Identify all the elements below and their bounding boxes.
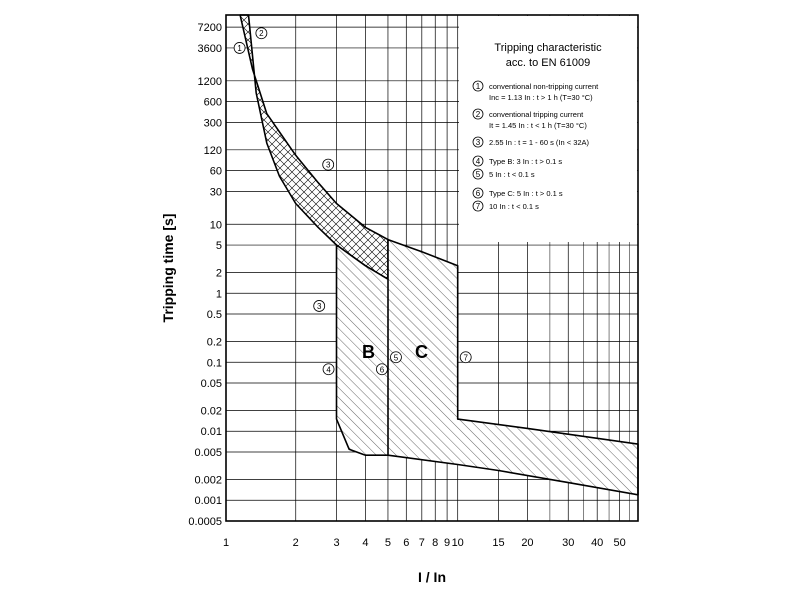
legend-entry-text: Type C: 5 In : t > 0.1 s — [489, 189, 563, 198]
legend-marker — [472, 187, 484, 199]
chart-subtitle: acc. to EN 61009 — [506, 57, 590, 69]
series-C-band — [335, 238, 639, 496]
y-tick-label: 600 — [204, 97, 222, 109]
plot-frame — [225, 14, 639, 522]
y-tick-label: 300 — [204, 117, 222, 129]
legend-entry-text: Inc = 1.13 In : t > 1 h (T=30 °C) — [489, 93, 593, 102]
y-tick-label: 1 — [216, 288, 222, 300]
annotation-marker — [322, 158, 335, 171]
legend-entry-text: It = 1.45 In : t < 1 h (T=30 °C) — [489, 121, 587, 130]
y-tick-label: 5 — [216, 240, 222, 252]
annotation-number: 2 — [259, 29, 264, 38]
annotation-number: 3 — [317, 302, 322, 311]
legend-entry-text: conventional non-tripping current — [489, 82, 599, 91]
legend-entry-text: 10 In : t < 0.1 s — [489, 202, 539, 211]
y-tick-label: 1200 — [198, 76, 222, 88]
x-tick-label: 7 — [419, 537, 425, 549]
y-tick-label: 3600 — [198, 43, 222, 55]
legend-marker — [472, 155, 484, 167]
annotation-marker — [313, 300, 326, 312]
legend-entry-text: 5 In : t < 0.1 s — [489, 170, 535, 179]
legend-box: Tripping characteristic acc. to EN 61009 1… — [459, 16, 637, 242]
annotation-number: 6 — [380, 365, 385, 374]
legend-marker-number: 2 — [476, 110, 481, 119]
y-tick-label: 0.2 — [207, 336, 222, 348]
region-label-b: B — [362, 342, 375, 362]
x-tick-label: 2 — [293, 537, 299, 549]
annotation-marker — [233, 42, 246, 54]
x-tick-label: 10 — [452, 537, 464, 549]
x-tick-label: 15 — [492, 537, 504, 549]
y-tick-label: 0.001 — [194, 495, 222, 507]
y-tick-label: 0.005 — [194, 447, 222, 459]
x-tick-label: 50 — [614, 537, 626, 549]
legend-marker-number: 7 — [476, 202, 481, 211]
y-tick-label: 0.5 — [207, 309, 222, 321]
annotation-marker — [322, 363, 335, 376]
annotation-marker — [459, 351, 472, 364]
y-tick-label: 120 — [204, 145, 222, 157]
y-axis-title: Tripping time [s] — [160, 214, 176, 323]
legend-marker — [472, 80, 484, 92]
annotation-number: 4 — [326, 365, 331, 374]
region-label-c: C — [415, 342, 428, 362]
x-tick-label: 9 — [444, 537, 450, 549]
y-tick-label: 30 — [210, 186, 222, 198]
annotation-marker — [390, 351, 402, 364]
y-tick-label: 2 — [216, 267, 222, 279]
y-tick-label: 0.02 — [201, 405, 222, 417]
y-tick-label: 0.002 — [194, 474, 222, 486]
annotation-number: 3 — [326, 161, 331, 170]
y-tick-label: 0.1 — [207, 357, 222, 369]
y-tick-label: 10 — [210, 219, 222, 231]
x-tick-label: 5 — [385, 537, 391, 549]
y-tick-label: 0.05 — [201, 378, 222, 390]
y-tick-label: 0.01 — [201, 426, 222, 438]
annotation-number: 7 — [463, 353, 468, 362]
x-axis-title: I / In — [418, 569, 446, 585]
legend-marker — [472, 108, 484, 120]
legend-background — [459, 16, 637, 242]
x-tick-label: 6 — [403, 537, 409, 549]
legend-marker-number: 3 — [476, 138, 481, 147]
legend-entry-text: Type B: 3 In : t > 0.1 s — [489, 157, 562, 166]
y-tick-label: 0.0005 — [188, 516, 222, 528]
x-tick-label: 40 — [591, 537, 603, 549]
annotation-number: 5 — [394, 353, 399, 362]
legend-marker — [472, 200, 484, 212]
legend-marker — [472, 136, 484, 148]
legend-marker-number: 1 — [476, 82, 481, 91]
series-layer — [239, 14, 639, 496]
legend-marker-number: 5 — [476, 170, 481, 179]
annotation-marker — [255, 27, 268, 40]
chart-title: Tripping characteristic — [494, 42, 602, 54]
legend-marker — [472, 168, 484, 180]
y-tick-label: 7200 — [198, 22, 222, 34]
y-tick-label: 60 — [210, 166, 222, 178]
legend-marker-number: 4 — [476, 157, 481, 166]
legend-entry-text: 2.55 In : t = 1 - 60 s (In < 32A) — [489, 138, 590, 147]
x-tick-label: 1 — [223, 537, 229, 549]
x-tick-label: 4 — [362, 537, 368, 549]
x-tick-label: 30 — [562, 537, 574, 549]
x-tick-label: 20 — [521, 537, 533, 549]
legend-marker-number: 6 — [476, 189, 481, 198]
annotation-number: 1 — [237, 44, 242, 53]
legend-entry-text: conventional tripping current — [489, 110, 584, 119]
annotation-marker — [376, 363, 388, 376]
x-tick-label: 8 — [432, 537, 438, 549]
x-tick-label: 3 — [333, 537, 339, 549]
